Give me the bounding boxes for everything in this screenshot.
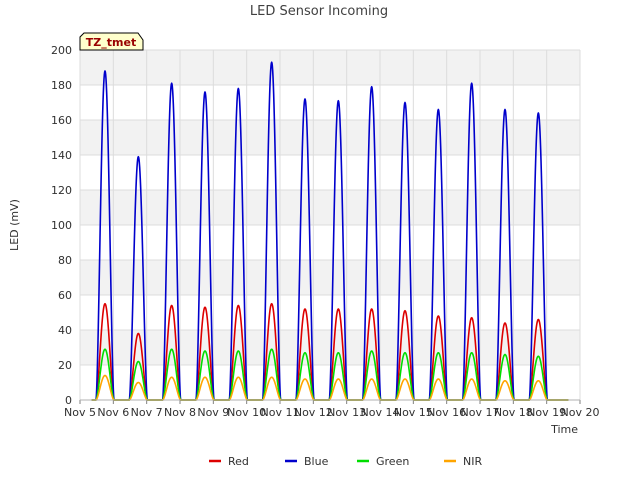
x-tick-label: Nov 12 — [294, 406, 333, 419]
grid-bands — [80, 50, 580, 365]
y-tick-label: 100 — [51, 219, 72, 232]
chart-title: LED Sensor Incoming — [250, 4, 388, 19]
y-tick-label: 140 — [51, 149, 72, 162]
y-axis-ticks: 0 20 40 60 80 100 120 140 160 180 200 — [51, 44, 72, 407]
x-tick-label: Nov 14 — [361, 406, 400, 419]
x-tick-label: Nov 20 — [561, 406, 600, 419]
x-tick-label: Nov 17 — [461, 406, 500, 419]
y-tick-label: 160 — [51, 114, 72, 127]
y-tick-label: 20 — [58, 359, 72, 372]
y-tick-label: 180 — [51, 79, 72, 92]
y-tick-label: 40 — [58, 324, 72, 337]
legend-label-green: Green — [376, 455, 409, 468]
y-axis-label: LED (mV) — [8, 199, 21, 251]
x-tick-label: Nov 19 — [527, 406, 566, 419]
legend-label-blue: Blue — [304, 455, 329, 468]
annotation-box — [79, 32, 144, 51]
y-tick-label: 200 — [51, 44, 72, 57]
legend-label-nir: NIR — [463, 455, 482, 468]
grid-band — [80, 330, 580, 365]
x-tick-label: Nov 7 — [131, 406, 163, 419]
grid-band — [80, 50, 580, 85]
y-tick-label: 120 — [51, 184, 72, 197]
x-tick-label: Nov 15 — [394, 406, 433, 419]
x-tick-label: Nov 9 — [197, 406, 229, 419]
y-tick-label: 0 — [65, 394, 72, 407]
x-tick-label: Nov 6 — [97, 406, 129, 419]
x-tick-label: Nov 16 — [427, 406, 466, 419]
legend: Red Blue Green NIR — [209, 455, 482, 468]
gridlines — [79, 49, 581, 401]
legend-label-red: Red — [228, 455, 249, 468]
x-tick-label: Nov 5 — [64, 406, 96, 419]
grid-band — [80, 190, 580, 225]
x-tick-label: Nov 18 — [494, 406, 533, 419]
annotation-tag: TZ_tmet — [79, 32, 144, 51]
x-tick-label: Nov 10 — [227, 406, 266, 419]
x-tick-label: Nov 8 — [164, 406, 196, 419]
x-axis-label: Time — [550, 423, 578, 436]
grid-band — [80, 260, 580, 295]
x-tick-label: Nov 11 — [261, 406, 300, 419]
y-tick-label: 60 — [58, 289, 72, 302]
x-tick-label: Nov 13 — [327, 406, 366, 419]
grid-band — [80, 120, 580, 155]
annotation-text: TZ_tmet — [86, 36, 136, 49]
y-tick-label: 80 — [58, 254, 72, 267]
